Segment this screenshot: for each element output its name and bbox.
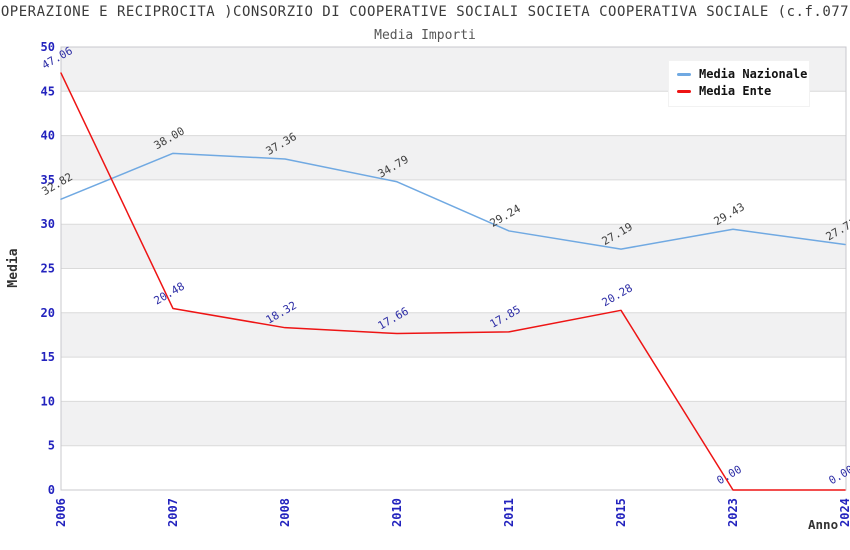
media-ente-line-swatch-icon: [677, 90, 691, 93]
plot-band: [61, 224, 846, 269]
chart-title: OPERAZIONE E RECIPROCITA )CONSORZIO DI C…: [0, 4, 850, 20]
x-tick-label: 2011: [502, 498, 516, 527]
x-tick-label: 2006: [54, 498, 68, 527]
plot-band: [61, 445, 846, 490]
x-tick-label: 2010: [390, 498, 404, 527]
y-tick-label: 40: [41, 129, 55, 143]
y-tick-label: 10: [41, 394, 55, 408]
y-tick-label: 20: [41, 306, 55, 320]
series-line-media-ente: [60, 72, 846, 491]
y-tick-label: 35: [41, 173, 55, 187]
y-tick-label: 0: [48, 483, 55, 497]
legend-item-media-nazionale: Media Nazionale: [675, 66, 807, 83]
y-tick-label: 45: [41, 84, 55, 98]
plot-band: [61, 357, 846, 402]
plot-band: [61, 135, 846, 180]
legend-label: Media Nazionale: [699, 67, 808, 81]
media-nazionale-line-swatch-icon: [677, 73, 691, 76]
plot-band: [61, 268, 846, 313]
y-axis-title: Media: [6, 248, 21, 287]
x-tick-label: 2015: [614, 498, 628, 527]
series-line-media-nazionale: [60, 152, 846, 250]
legend-label: Media Ente: [699, 84, 772, 98]
y-tick-label: 50: [41, 40, 55, 54]
plot-band: [61, 179, 846, 225]
plot-band: [61, 312, 846, 358]
x-axis-title: Anno: [808, 517, 838, 532]
chart-legend: Media Nazionale Media Ente: [668, 60, 810, 107]
x-tick-label: 2023: [726, 498, 740, 527]
y-tick-label: 15: [41, 350, 55, 364]
y-tick-label: 25: [41, 262, 55, 276]
x-tick-label: 2008: [278, 498, 292, 527]
y-tick-label: 5: [48, 439, 55, 453]
x-tick-label: 2007: [166, 498, 180, 527]
x-tick-label: 2024: [838, 498, 850, 527]
legend-item-media-ente: Media Ente: [675, 83, 801, 100]
y-tick-label: 30: [41, 217, 55, 231]
chart-subtitle: Media Importi: [374, 28, 476, 43]
plot-band: [61, 401, 846, 446]
plot-border: [60, 46, 847, 491]
